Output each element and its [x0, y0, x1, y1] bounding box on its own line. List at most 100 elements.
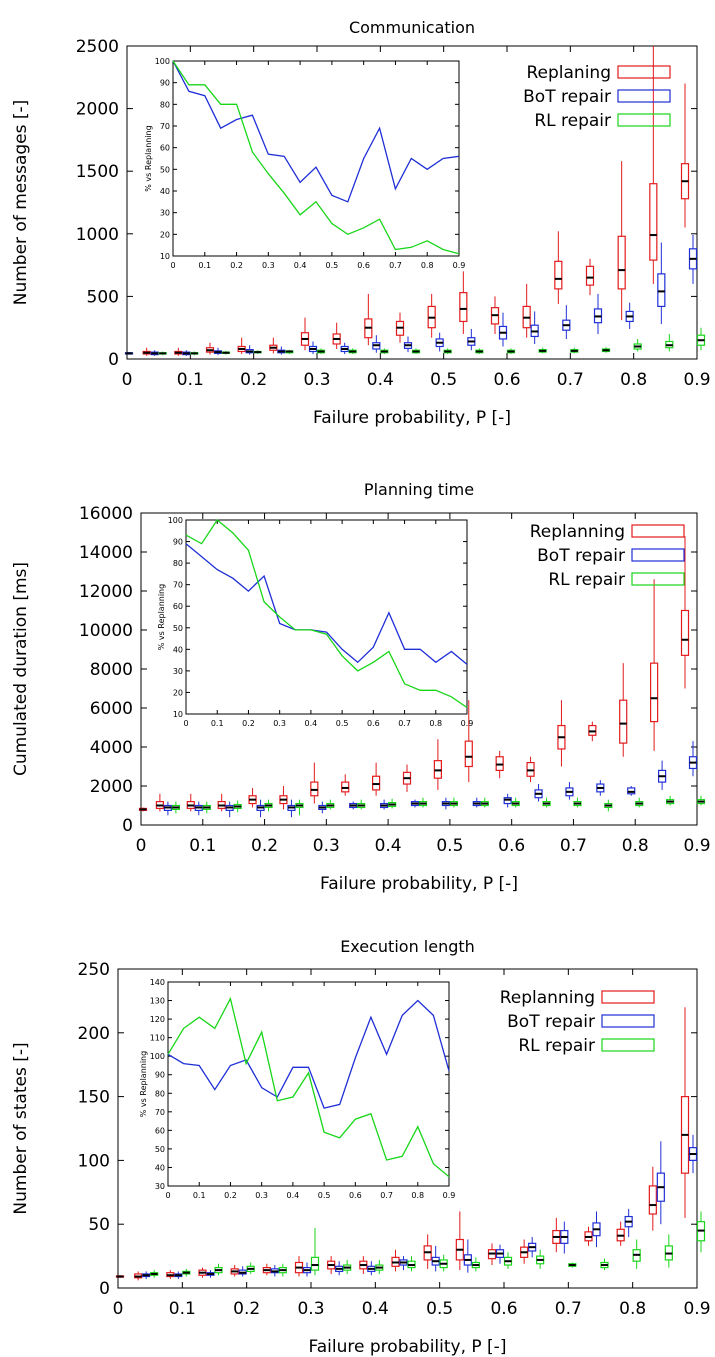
- legend-label: BoT repair: [523, 87, 611, 107]
- x-tick-label: 0.4: [375, 836, 402, 856]
- inset-y-tick-label: 40: [155, 1163, 165, 1172]
- inset-y-tick-label: 10: [160, 252, 170, 261]
- inset-line-bot-repair: [185, 543, 468, 665]
- inset-y-tick-label: 10: [173, 710, 183, 719]
- x-tick-label: 0.4: [367, 370, 394, 390]
- y-axis-label: Cumulated duration [ms]: [11, 562, 31, 776]
- x-tick-label: 0.7: [555, 1299, 582, 1319]
- inset-y-tick-label: 80: [160, 100, 170, 109]
- box: [650, 662, 659, 723]
- y-tick-label: 0: [108, 350, 119, 370]
- y-tick-label: 10000: [79, 621, 133, 641]
- y-tick-label: 1500: [76, 162, 119, 182]
- inset-y-tick-label: 100: [168, 516, 183, 525]
- plot-frame: [117, 968, 698, 1289]
- inset-line-bot-repair: [172, 60, 460, 203]
- box: [459, 292, 468, 323]
- x-tick-label: 0.1: [189, 836, 216, 856]
- inset-y-tick-label: 100: [155, 57, 170, 66]
- legend-label: RL repair: [518, 1036, 595, 1056]
- inset-x-tick-label: 0: [183, 719, 188, 728]
- inset-x-tick-label: 0.6: [367, 719, 380, 728]
- inset-x-tick-label: 0: [170, 261, 175, 270]
- inset-y-tick-label: 50: [155, 1145, 165, 1154]
- legend-label: RL repair: [548, 570, 625, 590]
- x-tick-label: 0.8: [620, 370, 647, 390]
- inset-x-tick-label: 0.5: [336, 719, 349, 728]
- y-tick-label: 100: [78, 1151, 110, 1171]
- x-tick-label: 0.6: [498, 836, 525, 856]
- box: [310, 1256, 320, 1271]
- x-tick-label: 0: [136, 836, 147, 856]
- inset-y-tick-label: 30: [160, 209, 170, 218]
- legend-swatch: [617, 113, 671, 127]
- chart-title: Communication: [349, 18, 475, 37]
- inset-y-tick-label: 40: [173, 645, 183, 654]
- y-tick-label: 16000: [79, 504, 133, 524]
- x-tick-label: 0.7: [557, 370, 584, 390]
- y-tick-label: 1000: [76, 225, 119, 245]
- y-tick-label: 2500: [76, 37, 119, 57]
- plot-frame: [126, 45, 698, 360]
- inset-line-rl-repair: [167, 996, 450, 1178]
- x-tick-label: 0.9: [683, 370, 710, 390]
- x-axis-label: Failure probability, P [-]: [313, 408, 511, 428]
- y-tick-label: 2000: [76, 100, 119, 120]
- inset-y-tick-label: 30: [173, 667, 183, 676]
- y-tick-label: 8000: [90, 660, 133, 680]
- inset-x-tick-label: 0.6: [349, 1191, 362, 1200]
- inset-y-tick-label: 50: [173, 624, 183, 633]
- legend-label: Replaning: [526, 63, 611, 83]
- y-tick-label: 14000: [79, 543, 133, 563]
- chart-title: Planning time: [364, 480, 474, 499]
- box: [585, 265, 595, 286]
- box: [464, 740, 473, 768]
- inset-x-tick-label: 0.7: [380, 1191, 393, 1200]
- x-tick-label: 0: [113, 1299, 124, 1319]
- legend-label: Replanning: [500, 988, 595, 1008]
- box: [657, 273, 666, 308]
- y-axis-label: Number of messages [-]: [11, 100, 31, 306]
- inset-y-tick-label: 60: [155, 1126, 165, 1135]
- inset-y-axis-label: % vs Replanning: [157, 584, 166, 650]
- inset-x-tick-label: 0: [165, 1191, 170, 1200]
- x-tick-label: 0.3: [313, 836, 340, 856]
- box: [617, 235, 626, 290]
- box: [649, 183, 658, 261]
- inset-line-rl-repair: [172, 60, 460, 255]
- inset-frame: [172, 60, 460, 257]
- y-axis-label: Number of states [-]: [11, 1042, 31, 1214]
- inset-x-tick-label: 0.2: [242, 719, 255, 728]
- legend-label: BoT repair: [537, 546, 625, 566]
- inset-x-tick-label: 0.5: [318, 1191, 331, 1200]
- legend-swatch: [631, 572, 685, 586]
- x-tick-label: 0.3: [303, 370, 330, 390]
- legend-label: Replanning: [530, 522, 625, 542]
- inset-x-tick-label: 0.4: [294, 261, 307, 270]
- y-tick-label: 0: [99, 1279, 110, 1299]
- box: [680, 609, 690, 656]
- inset-x-tick-label: 0.3: [255, 1191, 268, 1200]
- inset-y-tick-label: 140: [150, 978, 165, 987]
- inset-y-tick-label: 20: [173, 688, 183, 697]
- inset-x-tick-label: 0.9: [453, 261, 466, 270]
- inset-x-tick-label: 0.1: [211, 719, 224, 728]
- inset-y-tick-label: 20: [160, 230, 170, 239]
- inset-y-tick-label: 120: [150, 1015, 165, 1024]
- inset-x-tick-label: 0.4: [287, 1191, 300, 1200]
- inset-y-tick-label: 90: [173, 538, 183, 547]
- execution-length-chart: Execution length 0 50 100 150 200 250 0 0.1 0.2 0.…: [11, 937, 711, 1357]
- inset-frame: [167, 981, 450, 1187]
- inset-x-tick-label: 0.1: [198, 261, 211, 270]
- inset-line-rl-repair: [185, 519, 468, 709]
- x-tick-label: 0.5: [430, 370, 457, 390]
- inset-frame: [185, 519, 468, 715]
- y-tick-label: 200: [78, 1024, 110, 1044]
- legend-swatch: [631, 524, 685, 538]
- y-tick-label: 12000: [79, 582, 133, 602]
- x-tick-label: 0.8: [622, 836, 649, 856]
- x-tick-label: 0.7: [560, 836, 587, 856]
- legend-swatch: [601, 1038, 655, 1052]
